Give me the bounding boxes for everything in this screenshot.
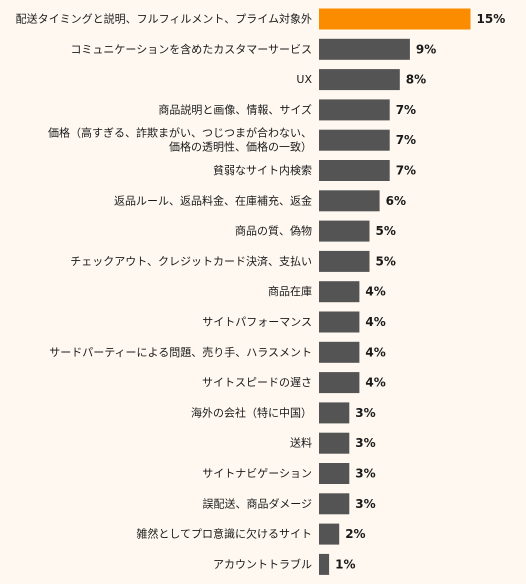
bar-15	[319, 463, 350, 484]
category-label: 貧弱なサイト内検索	[213, 163, 312, 177]
bar-value-label: 7%	[396, 164, 416, 178]
category-label: コミュニケーションを含めたカスタマーサービス	[70, 42, 312, 56]
bar-value-label: 6%	[386, 194, 406, 208]
category-label-line: コミュニケーションを含めたカスタマーサービス	[70, 42, 312, 56]
category-label-line: サイトパフォーマンス	[202, 316, 312, 329]
bar-value-label: 3%	[355, 467, 375, 481]
category-label-line: 商品の質、偽物	[235, 224, 312, 238]
category-label-line: 価格（高すぎる、詐欺まがい、つじつまが合わない、	[48, 126, 312, 140]
bar-12	[319, 372, 360, 394]
category-label: 商品の質、偽物	[235, 224, 312, 238]
bar-value-label: 4%	[365, 285, 385, 299]
category-label: 海外の会社（特に中国）	[191, 405, 312, 419]
category-label: サードパーティーによる問題、売り手、ハラスメント	[49, 345, 312, 359]
bar-value-label: 8%	[406, 73, 426, 87]
category-label-line: アカウントトラブル	[213, 557, 312, 571]
bar-value-label: 1%	[335, 557, 355, 571]
category-label: 誤配送、商品ダメージ	[203, 496, 312, 510]
category-label: サイトパフォーマンス	[202, 316, 312, 329]
bar-value-label: 4%	[365, 376, 385, 390]
bar-4	[319, 129, 390, 151]
category-label-line: 貧弱なサイト内検索	[213, 163, 312, 177]
category-label: アカウントトラブル	[213, 557, 312, 571]
bar-11	[319, 341, 360, 363]
category-label-line: 返品ルール、返品料金、在庫補充、返金	[114, 193, 312, 207]
bar-value-label: 4%	[365, 345, 385, 359]
category-label-line: サイトスピードの遅さ	[202, 376, 312, 389]
bar-value-label: 2%	[345, 527, 365, 541]
bar-5	[319, 160, 390, 181]
bar-value-label: 4%	[365, 315, 385, 329]
category-label: サイトナビゲーション	[202, 467, 312, 480]
category-label-line: 商品説明と画像、情報、サイズ	[158, 102, 312, 116]
bar-8	[319, 250, 370, 272]
bar-value-label: 7%	[396, 103, 416, 117]
category-label-line: 配送タイミングと説明、フルフィルメント、プライム対象外	[16, 12, 312, 26]
category-label-line: 誤配送、商品ダメージ	[203, 496, 312, 510]
category-label-line: 価格の透明性、価格の一致）	[169, 140, 312, 154]
bar-value-label: 3%	[355, 406, 375, 420]
bar-value-label: 5%	[376, 224, 396, 238]
category-label-line: 海外の会社（特に中国）	[191, 405, 312, 419]
bar-value-label: 5%	[376, 254, 396, 268]
category-label: 返品ルール、返品料金、在庫補充、返金	[114, 193, 312, 207]
bar-value-label: 3%	[355, 497, 375, 511]
category-label-line: 送料	[290, 436, 312, 450]
bar-7	[319, 220, 370, 242]
category-label: チェックアウト、クレジットカード決済、支払い	[70, 254, 312, 268]
category-label: 雑然としてプロ意識に欠けるサイト	[136, 527, 312, 541]
bar-1	[319, 38, 410, 60]
bar-10	[319, 311, 360, 333]
bar-13	[319, 402, 350, 424]
bar-6	[319, 190, 380, 212]
bar-value-label: 15%	[477, 12, 506, 26]
bar-value-label: 3%	[355, 436, 375, 450]
category-label-line: 商品在庫	[268, 284, 312, 298]
category-label: 送料	[290, 436, 312, 450]
category-label: サイトスピードの遅さ	[202, 376, 312, 389]
category-label: 配送タイミングと説明、フルフィルメント、プライム対象外	[16, 12, 312, 26]
bar-18	[319, 553, 330, 575]
bar-9	[319, 281, 360, 303]
bar-value-label: 9%	[416, 42, 436, 56]
category-label-line: チェックアウト、クレジットカード決済、支払い	[70, 254, 312, 268]
bar-2	[319, 69, 400, 91]
bar-16	[319, 493, 350, 515]
bar-14	[319, 432, 350, 454]
category-label: 商品説明と画像、情報、サイズ	[158, 102, 312, 116]
category-label-line: UX	[296, 73, 312, 86]
category-label: UX	[296, 73, 312, 86]
category-label: 商品在庫	[268, 284, 312, 298]
category-label-line: サイトナビゲーション	[202, 467, 312, 480]
category-label: 価格（高すぎる、詐欺まがい、つじつまが合わない、価格の透明性、価格の一致）	[48, 126, 312, 154]
bar-3	[319, 99, 390, 121]
bar-0	[319, 8, 471, 30]
bar-17	[319, 523, 340, 545]
category-label-line: 雑然としてプロ意識に欠けるサイト	[136, 527, 312, 541]
bar-value-label: 7%	[396, 133, 416, 147]
category-label-line: サードパーティーによる問題、売り手、ハラスメント	[49, 345, 312, 359]
